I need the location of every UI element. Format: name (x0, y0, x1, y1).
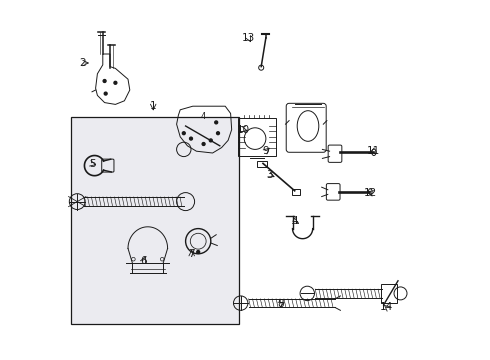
Circle shape (114, 81, 117, 84)
Text: 1: 1 (150, 101, 156, 111)
Circle shape (190, 137, 193, 140)
Bar (292, 189, 300, 195)
Bar (72, 117, 239, 324)
Circle shape (197, 251, 199, 253)
Text: 4: 4 (201, 112, 206, 121)
Text: 3: 3 (266, 170, 273, 180)
Text: 2: 2 (79, 58, 86, 68)
Circle shape (104, 92, 107, 95)
Text: 6: 6 (140, 256, 147, 266)
Circle shape (217, 132, 220, 135)
Text: 13: 13 (242, 33, 255, 43)
Circle shape (182, 132, 185, 135)
Text: 11: 11 (368, 146, 381, 156)
Text: 9: 9 (263, 146, 269, 156)
Bar (381, 284, 397, 303)
Text: 12: 12 (364, 188, 377, 198)
Text: 4: 4 (292, 216, 298, 226)
Circle shape (202, 143, 205, 145)
Bar (257, 161, 267, 167)
Text: 5: 5 (89, 159, 96, 169)
Text: 8: 8 (277, 299, 284, 309)
Text: 14: 14 (379, 302, 393, 312)
Bar (238, 118, 276, 156)
Circle shape (215, 121, 218, 124)
Text: 7: 7 (189, 249, 195, 259)
Text: 10: 10 (237, 125, 250, 135)
Circle shape (209, 139, 212, 142)
Circle shape (103, 80, 106, 82)
